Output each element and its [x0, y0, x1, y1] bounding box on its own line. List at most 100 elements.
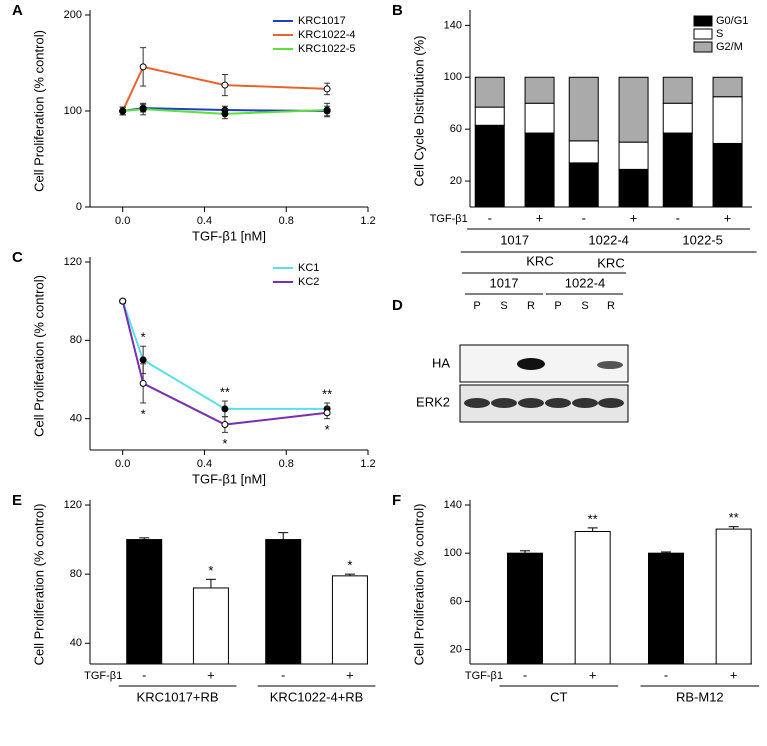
- legend-label: G0/G1: [716, 15, 748, 27]
- bar-segment: [662, 102, 693, 134]
- y-tick-label: 100: [444, 547, 462, 559]
- data-point: [139, 63, 147, 71]
- bar-segment: [618, 141, 649, 170]
- x-tick-label: 1.2: [360, 458, 375, 470]
- x-tick-label: 0.0: [115, 215, 130, 227]
- y-tick-label: 20: [450, 643, 462, 655]
- row-label: TGF-β1: [430, 213, 468, 225]
- panel-label: F: [392, 492, 401, 509]
- y-tick-label: 120: [64, 499, 82, 511]
- bar: [126, 539, 163, 665]
- x-tick-label: 0.0: [115, 458, 130, 470]
- row-label: TGF-β1: [465, 670, 503, 682]
- y-tick-label: 140: [444, 19, 462, 31]
- x-tick-label: +: [630, 210, 638, 225]
- data-point: [139, 379, 147, 387]
- bar-segment: [712, 76, 743, 98]
- y-tick-label: 80: [70, 568, 82, 580]
- y-axis-label: Cell Proliferation (% control): [31, 275, 46, 437]
- lane-label: P: [473, 300, 480, 312]
- data-point: [139, 356, 147, 364]
- data-point: [323, 85, 331, 93]
- significance: **: [729, 510, 739, 525]
- data-point: [139, 105, 147, 113]
- row-label: TGF-β1: [84, 670, 122, 682]
- group-label: RB-M12: [676, 689, 724, 704]
- group-title: KRC: [597, 255, 624, 270]
- group-label: 1017: [500, 232, 529, 247]
- significance: *: [222, 436, 227, 451]
- blot-group: 1022-4: [565, 275, 605, 290]
- band: [598, 398, 624, 408]
- bar-segment: [712, 96, 743, 144]
- significance: **: [588, 511, 598, 526]
- data-point: [221, 81, 229, 89]
- bar-segment: [662, 132, 693, 208]
- bar: [192, 587, 229, 665]
- group-label: KRC1022-4+RB: [270, 689, 364, 704]
- x-tick-label: -: [488, 210, 492, 225]
- significance: **: [220, 384, 230, 399]
- data-point: [323, 106, 331, 114]
- significance: *: [347, 558, 352, 573]
- x-tick-label: 1.2: [360, 215, 375, 227]
- lane-label: R: [527, 300, 535, 312]
- lane-label: R: [607, 300, 615, 312]
- series-line: [121, 300, 328, 426]
- significance: *: [141, 406, 146, 421]
- legend-label: G2/M: [716, 41, 743, 53]
- blot-row-label: ERK2: [416, 394, 450, 409]
- y-tick-label: 200: [64, 9, 82, 21]
- x-tick-label: -: [142, 667, 146, 682]
- bar-segment: [524, 76, 555, 104]
- legend-label: KC1: [298, 262, 319, 274]
- band: [597, 361, 623, 369]
- x-tick-label: +: [536, 210, 544, 225]
- y-tick-label: 40: [70, 413, 82, 425]
- data-point: [323, 409, 331, 417]
- data-point: [119, 297, 127, 305]
- significance: *: [325, 422, 330, 437]
- group-label: CT: [550, 689, 567, 704]
- y-tick-label: 100: [64, 105, 82, 117]
- y-tick-label: 80: [70, 334, 82, 346]
- bar: [331, 575, 368, 665]
- x-tick-label: 0.4: [197, 458, 212, 470]
- legend-swatch: [693, 15, 713, 27]
- bar-segment: [618, 168, 649, 208]
- lane-label: S: [500, 300, 507, 312]
- x-tick-label: +: [207, 667, 215, 682]
- series-line: [121, 300, 328, 410]
- x-tick-label: -: [676, 210, 680, 225]
- legend-label: KC2: [298, 276, 319, 288]
- y-tick-label: 40: [70, 637, 82, 649]
- bar-segment: [524, 132, 555, 208]
- x-axis-label: TGF-β1 [nM]: [192, 471, 266, 486]
- band: [545, 398, 571, 408]
- data-point: [221, 421, 229, 429]
- group-label: KRC1017+RB: [137, 689, 219, 704]
- band: [464, 398, 490, 408]
- panel-label: E: [12, 492, 22, 509]
- bar-segment: [662, 76, 693, 104]
- legend-label: S: [716, 28, 723, 40]
- bar-segment: [474, 76, 505, 108]
- legend-label: KRC1022-5: [298, 43, 355, 55]
- x-tick-label: +: [589, 667, 597, 682]
- legend-swatch: [693, 41, 713, 53]
- lane-label: P: [554, 300, 561, 312]
- y-tick-label: 60: [450, 595, 462, 607]
- panel-label: A: [12, 2, 23, 19]
- data-point: [221, 405, 229, 413]
- x-tick-label: 0.4: [197, 215, 212, 227]
- bar: [715, 528, 752, 665]
- group-label: 1022-4: [588, 232, 628, 247]
- band: [572, 398, 598, 408]
- x-tick-label: -: [582, 210, 586, 225]
- y-tick-label: 60: [450, 123, 462, 135]
- y-tick-label: 140: [444, 499, 462, 511]
- significance: *: [208, 563, 213, 578]
- panel-label: D: [392, 297, 403, 314]
- bar: [647, 552, 684, 665]
